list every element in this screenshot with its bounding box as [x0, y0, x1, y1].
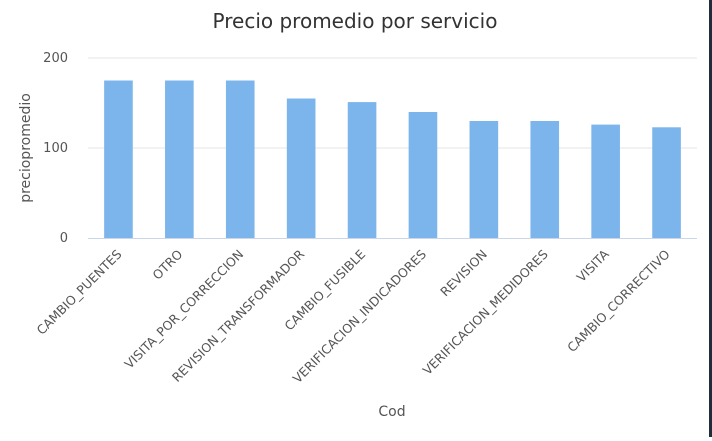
- x-tick-label: CAMBIO_CORRECTIVO: [564, 246, 673, 355]
- bar[interactable]: [165, 80, 194, 239]
- x-tick-label: VISITA_POR_CORRECCION: [121, 247, 246, 372]
- bar[interactable]: [225, 80, 255, 239]
- bar[interactable]: [347, 102, 377, 238]
- y-tick-label: 0: [60, 231, 68, 246]
- bar[interactable]: [652, 127, 681, 238]
- y-tick-label: 100: [43, 141, 68, 156]
- chart-title: Precio promedio por servicio: [213, 9, 498, 33]
- x-tick-label: VERIFICACION_INDICADORES: [290, 246, 430, 386]
- bar[interactable]: [530, 121, 560, 238]
- window-edge: [709, 0, 712, 437]
- x-tick-labels: CAMBIO_PUENTES OTROVISITA_POR_CORRECCIONR…: [33, 246, 672, 386]
- y-tick-label: 200: [43, 51, 68, 66]
- x-tick-label: REVISION: [437, 247, 490, 300]
- x-tick-label: CAMBIO_PUENTES: [33, 246, 124, 337]
- x-tick-label: OTRO: [149, 246, 185, 282]
- bar[interactable]: [408, 112, 438, 238]
- y-axis-label: preciopromedio: [18, 93, 34, 203]
- y-tick-labels: 0 100 200: [43, 51, 68, 246]
- bar[interactable]: [591, 124, 620, 238]
- bars: [104, 80, 681, 239]
- bar[interactable]: [286, 98, 316, 239]
- bar[interactable]: [469, 121, 499, 238]
- bar[interactable]: [104, 80, 133, 239]
- x-axis-label: Cod: [378, 404, 405, 420]
- x-tick-label: VERIFICACION_MEDIDORES: [420, 246, 551, 377]
- x-tick-label: REVISION_TRANSFORMADOR: [169, 246, 308, 385]
- x-tick-label: VISITA: [574, 246, 613, 285]
